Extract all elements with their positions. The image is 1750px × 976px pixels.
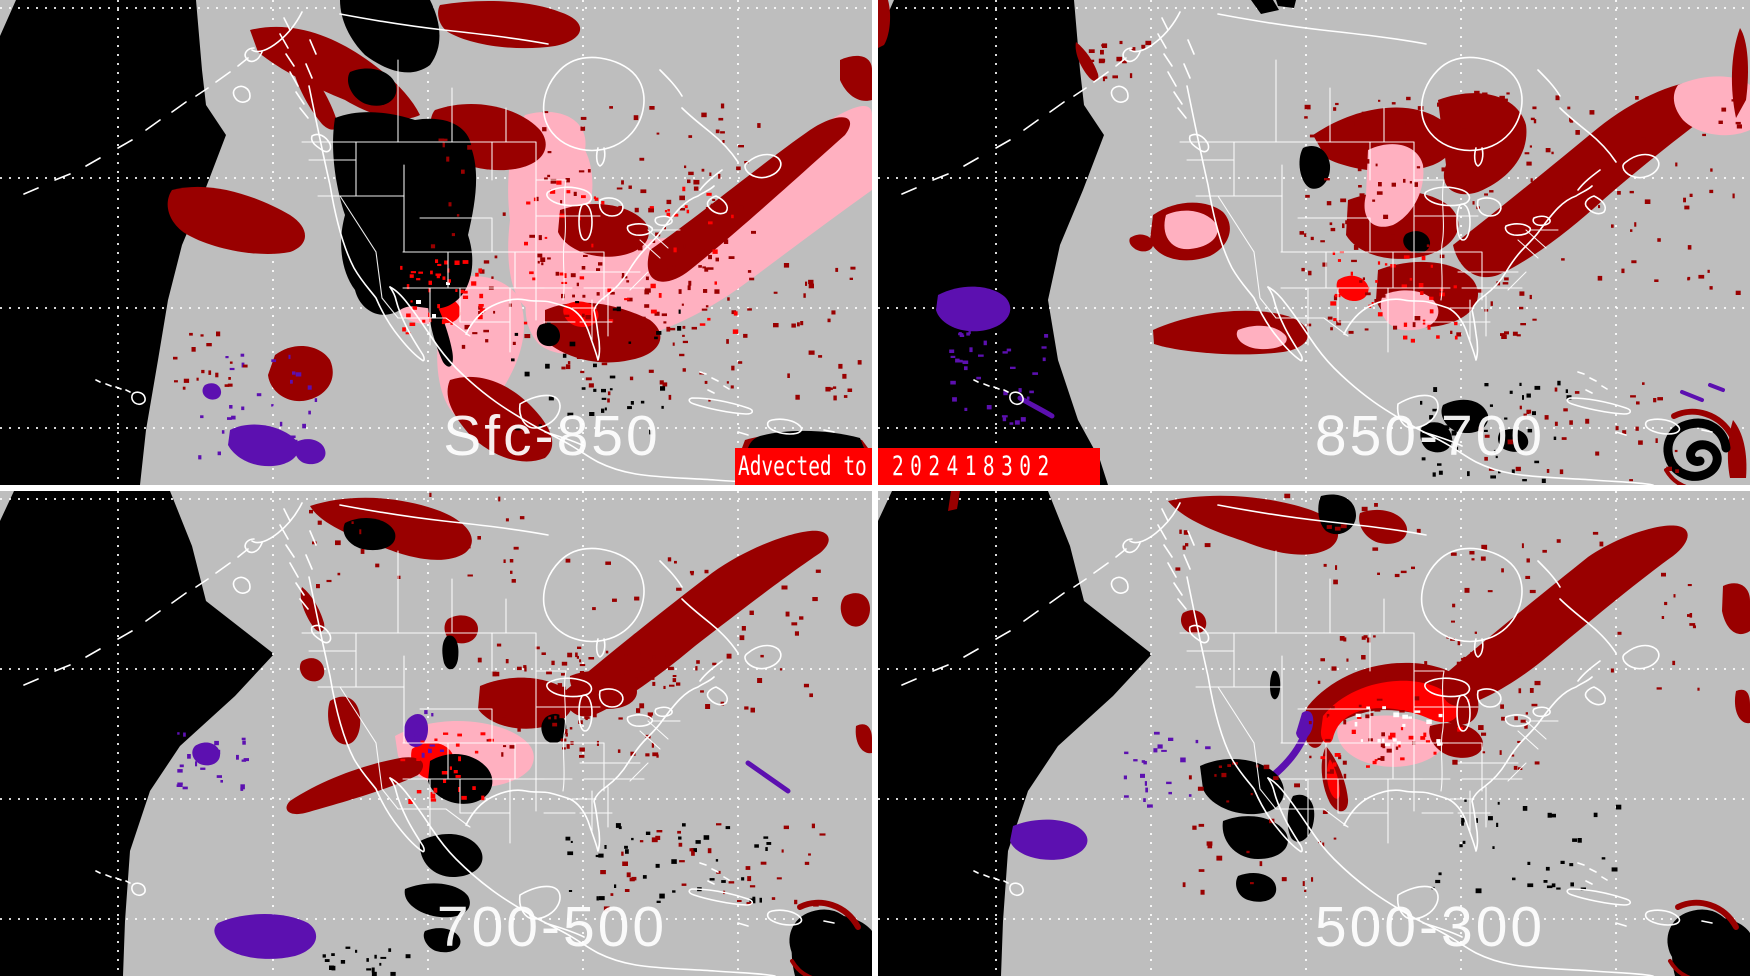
layer-label-sfc-850: Sfc-850 bbox=[443, 404, 660, 468]
banner-label-text: Advected to bbox=[738, 451, 867, 482]
layer-label-700-500: 700-500 bbox=[437, 895, 667, 959]
speckle-texture bbox=[949, 40, 1742, 483]
map-sfc-850: Sfc-850 bbox=[0, 0, 872, 485]
map-700-500: 700-500 bbox=[0, 491, 872, 976]
panel-850-700: 850-700 bbox=[878, 0, 1750, 485]
speckle-texture bbox=[1123, 493, 1700, 895]
moisture-data-500-300 bbox=[948, 491, 1750, 976]
speckle-texture bbox=[173, 103, 862, 460]
moisture-data-850-700 bbox=[878, 0, 1750, 485]
map-850-700: 850-700 bbox=[878, 0, 1750, 485]
map-500-300: 500-300 bbox=[878, 491, 1750, 976]
layer-label-850-700: 850-700 bbox=[1315, 404, 1545, 468]
advected-banner-label: Advected to bbox=[735, 448, 872, 485]
panel-700-500: 700-500 bbox=[0, 491, 872, 976]
panel-500-300: 500-300 bbox=[878, 491, 1750, 976]
banner-timestamp-text: 202418302 bbox=[892, 451, 1056, 482]
panel-sfc-850: Sfc-850 bbox=[0, 0, 872, 485]
layer-label-500-300: 500-300 bbox=[1315, 895, 1545, 959]
advected-banner-timestamp: 202418302 bbox=[878, 448, 1100, 485]
moisture-data-sfc-850 bbox=[167, 0, 872, 467]
